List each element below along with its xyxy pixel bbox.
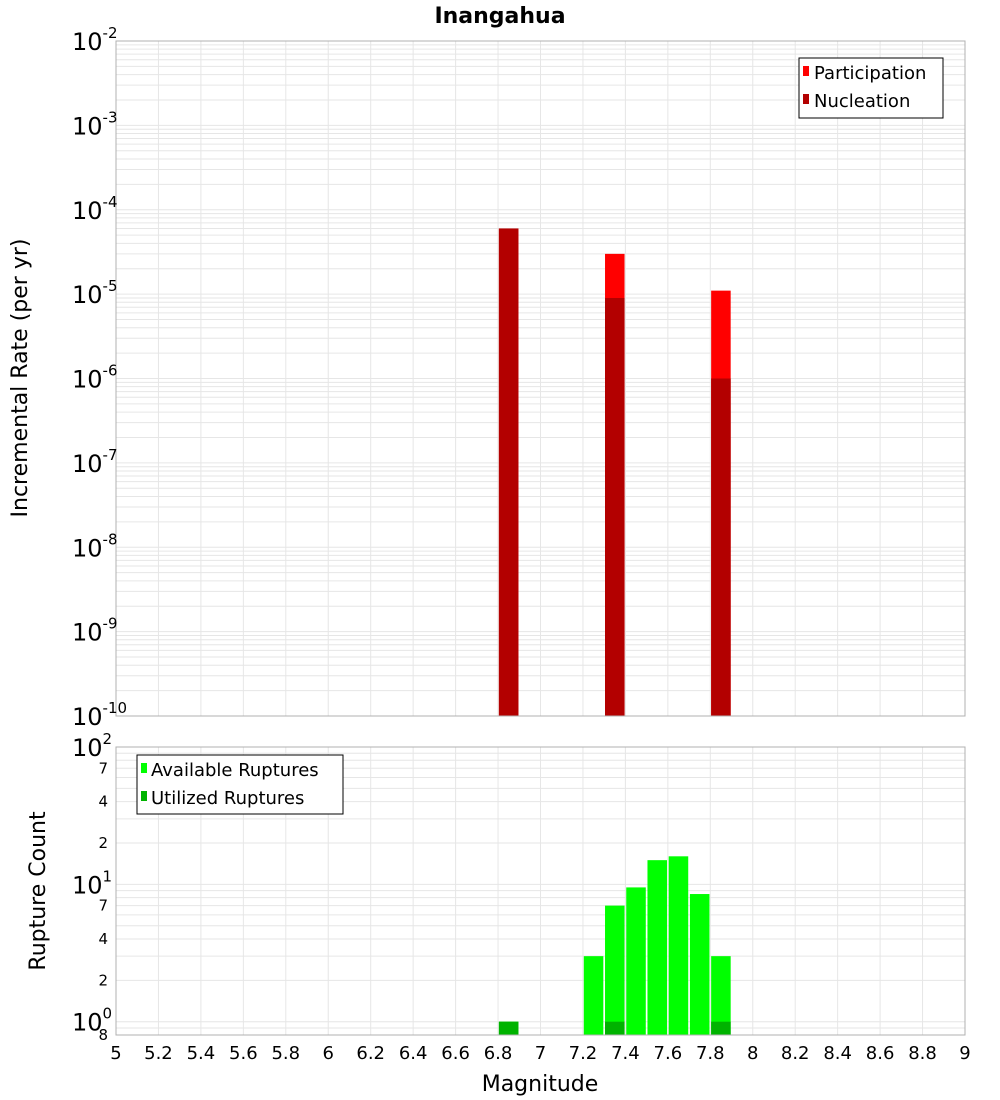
legend-swatch [141,763,147,773]
x-axis-label: Magnitude [482,1072,599,1097]
legend-label: Utilized Ruptures [151,788,304,809]
y-tick-label: 2 [98,971,108,989]
available-ruptures-bar [583,956,604,1035]
x-tick-label: 5.8 [271,1043,300,1064]
available-ruptures-bar [711,956,731,1035]
bottom-y-axis-label: Rupture Count [26,811,51,971]
utilized-ruptures-bar [498,1021,519,1035]
y-tick-label: 10-6 [72,362,118,394]
top-panel: 10-2 10-3 10-4 10-5 10-6 10-7 10-8 10-9 10-10 In… [8,24,966,731]
top-plot-border [115,40,966,717]
nucleation-bar [498,228,519,716]
x-tick-label: 6.4 [399,1043,428,1064]
available-ruptures-bar [689,894,710,1035]
y-tick-label: 10-3 [72,108,118,140]
top-legend: Participation Nucleation [798,57,944,119]
top-bars [498,228,731,716]
legend-swatch [803,66,809,76]
top-y-axis-label: Incremental Rate (per yr) [8,239,33,518]
x-tick-label: 7 [535,1043,546,1064]
top-y-tick-labels: 10-2 10-3 10-4 10-5 10-6 10-7 10-8 10-9 10-10 [72,24,127,731]
x-tick-label: 7.2 [569,1043,598,1064]
legend-swatch [141,791,147,801]
y-tick-label: 7 [98,897,108,915]
x-tick-label: 6.8 [484,1043,513,1064]
available-ruptures-bar [605,905,625,1035]
y-tick-label: 10-5 [72,277,118,309]
y-tick-label: 7 [98,759,108,777]
x-tick-label: 5.2 [144,1043,173,1064]
bottom-bars [498,856,731,1035]
y-tick-label: 101 [72,867,112,899]
y-tick-label: 10-2 [72,24,118,56]
x-tick-labels: 5 5.2 5.4 5.6 5.8 6 6.2 6.4 6.6 6.8 7 7.2 7.4 7.6 7.8 8… [110,1043,970,1064]
legend-swatch [803,94,809,104]
x-tick-label: 8.8 [908,1043,937,1064]
x-tick-label: 5.4 [187,1043,216,1064]
bottom-legend: Available Ruptures Utilized Ruptures [136,754,344,815]
utilized-ruptures-bar [605,1021,625,1035]
legend-box [798,57,944,119]
x-tick-label: 6 [323,1043,334,1064]
x-tick-label: 7.4 [611,1043,640,1064]
x-tick-label: 7.6 [654,1043,683,1064]
top-gridlines [115,41,966,717]
legend-box [136,754,344,815]
nucleation-bar [711,378,731,716]
utilized-ruptures-bar [711,1021,731,1035]
available-ruptures-bar [626,887,646,1035]
legend-label: Available Ruptures [151,760,319,781]
legend-label: Nucleation [814,91,910,112]
chart-title: Inangahua [434,4,565,29]
y-tick-label: 10-8 [72,530,118,562]
x-tick-label: 6.2 [356,1043,385,1064]
bottom-plot-border [115,746,966,1036]
y-tick-label: 4 [98,793,108,811]
y-tick-label: 100 [72,1005,112,1037]
y-tick-label: 8 [98,1026,108,1044]
x-tick-label: 8 [747,1043,758,1064]
y-tick-label: 10-9 [72,615,118,647]
y-tick-label: 10-10 [72,699,127,731]
y-tick-label: 2 [98,834,108,852]
y-tick-label: 10-4 [72,193,118,225]
nucleation-bar [605,297,625,716]
y-tick-label: 102 [72,730,112,762]
x-tick-label: 7.8 [696,1043,725,1064]
x-tick-label: 5 [110,1043,121,1064]
x-tick-label: 5.6 [229,1043,258,1064]
x-tick-label: 8.4 [823,1043,852,1064]
x-tick-label: 9 [959,1043,970,1064]
x-tick-label: 8.6 [866,1043,895,1064]
x-tick-label: 6.6 [441,1043,470,1064]
y-tick-label: 4 [98,930,108,948]
x-tick-label: 8.2 [781,1043,810,1064]
legend-label: Participation [814,63,926,84]
y-tick-label: 10-7 [72,446,118,478]
available-ruptures-bar [647,860,668,1035]
available-ruptures-bar [668,856,689,1035]
